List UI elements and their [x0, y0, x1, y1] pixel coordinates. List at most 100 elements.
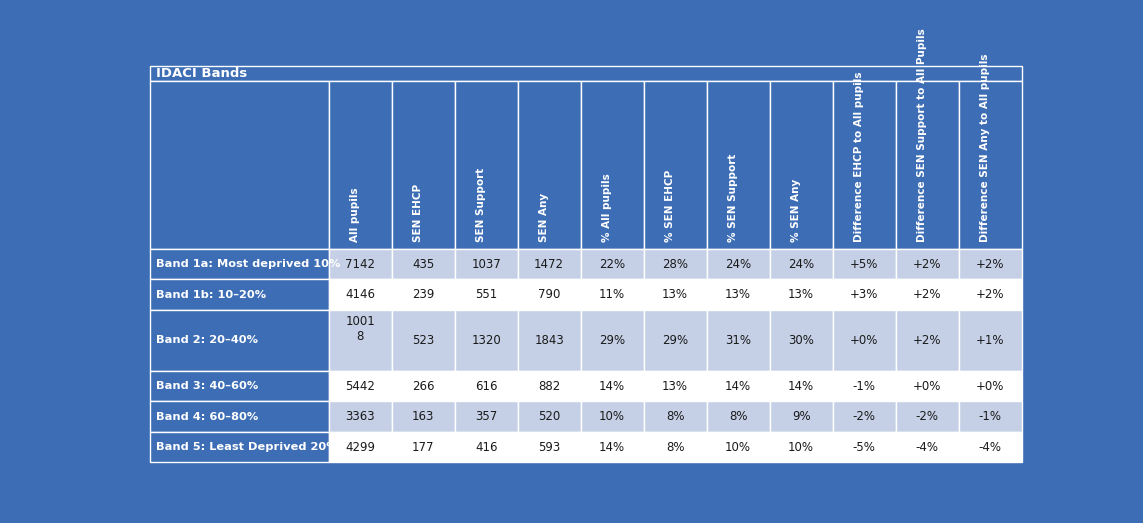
Bar — [644, 81, 706, 249]
Bar — [832, 432, 896, 462]
Text: 13%: 13% — [725, 288, 751, 301]
Text: 13%: 13% — [662, 288, 688, 301]
Text: 28%: 28% — [662, 258, 688, 270]
Bar — [455, 432, 518, 462]
Text: 357: 357 — [475, 410, 497, 423]
Bar — [644, 249, 706, 279]
Bar — [329, 371, 392, 401]
Bar — [832, 81, 896, 249]
Text: 10%: 10% — [789, 440, 814, 453]
Text: 1037: 1037 — [471, 258, 501, 270]
Bar — [832, 249, 896, 279]
Text: 8%: 8% — [729, 410, 748, 423]
Bar — [706, 310, 769, 371]
Text: +2%: +2% — [976, 288, 1005, 301]
Text: 435: 435 — [411, 258, 434, 270]
Text: 790: 790 — [538, 288, 560, 301]
Bar — [581, 279, 644, 310]
Bar — [769, 371, 832, 401]
Text: 10%: 10% — [599, 410, 625, 423]
Text: Difference SEN Any to All pupils: Difference SEN Any to All pupils — [980, 54, 990, 242]
Text: 1320: 1320 — [471, 334, 501, 347]
Bar — [832, 310, 896, 371]
Text: Difference EHCP to All pupils: Difference EHCP to All pupils — [854, 72, 864, 242]
Text: 13%: 13% — [662, 380, 688, 393]
Text: 14%: 14% — [599, 440, 625, 453]
Bar — [329, 310, 392, 371]
Bar — [329, 401, 392, 432]
Bar — [150, 66, 1022, 81]
Bar — [455, 401, 518, 432]
Text: -2%: -2% — [916, 410, 938, 423]
Text: 266: 266 — [411, 380, 434, 393]
Bar — [518, 81, 581, 249]
Bar — [455, 279, 518, 310]
Bar — [896, 310, 959, 371]
Bar — [518, 249, 581, 279]
Text: 523: 523 — [411, 334, 434, 347]
Bar — [581, 310, 644, 371]
Text: 1843: 1843 — [534, 334, 563, 347]
Text: SEN Support: SEN Support — [477, 168, 486, 242]
Text: +2%: +2% — [913, 258, 942, 270]
Text: Band 2: 20–40%: Band 2: 20–40% — [157, 335, 258, 345]
Text: 9%: 9% — [792, 410, 810, 423]
Bar — [392, 310, 455, 371]
Bar — [896, 432, 959, 462]
Text: All pupils: All pupils — [350, 188, 360, 242]
Text: 29%: 29% — [662, 334, 688, 347]
Text: 416: 416 — [474, 440, 497, 453]
Text: Band 1a: Most deprived 10%: Band 1a: Most deprived 10% — [157, 259, 341, 269]
Text: SEN Any: SEN Any — [539, 193, 549, 242]
Bar — [959, 371, 1022, 401]
Text: 3363: 3363 — [345, 410, 375, 423]
Text: 8%: 8% — [666, 440, 685, 453]
Bar — [150, 249, 329, 279]
Text: 163: 163 — [411, 410, 434, 423]
Text: 14%: 14% — [788, 380, 814, 393]
Bar — [150, 310, 329, 371]
Text: +0%: +0% — [913, 380, 942, 393]
Bar — [644, 432, 706, 462]
Bar — [706, 371, 769, 401]
Bar — [959, 401, 1022, 432]
Text: 14%: 14% — [725, 380, 751, 393]
Text: 4146: 4146 — [345, 288, 375, 301]
Bar — [455, 81, 518, 249]
Bar — [392, 432, 455, 462]
Bar — [959, 279, 1022, 310]
Text: 4299: 4299 — [345, 440, 375, 453]
Bar — [706, 81, 769, 249]
Text: Band 5: Least Deprived 20%: Band 5: Least Deprived 20% — [157, 442, 338, 452]
Bar — [706, 279, 769, 310]
Text: +2%: +2% — [913, 334, 942, 347]
Bar — [644, 279, 706, 310]
Bar — [832, 401, 896, 432]
Bar — [769, 279, 832, 310]
Text: -1%: -1% — [978, 410, 1001, 423]
Text: 520: 520 — [538, 410, 560, 423]
Bar — [392, 401, 455, 432]
Text: 29%: 29% — [599, 334, 625, 347]
Bar — [769, 401, 832, 432]
Text: +2%: +2% — [913, 288, 942, 301]
Bar — [150, 81, 329, 249]
Text: 11%: 11% — [599, 288, 625, 301]
Text: Difference SEN Support to All Pupils: Difference SEN Support to All Pupils — [917, 28, 927, 242]
Bar — [896, 81, 959, 249]
Text: +0%: +0% — [976, 380, 1005, 393]
Text: 239: 239 — [411, 288, 434, 301]
Text: -1%: -1% — [853, 380, 876, 393]
Bar — [392, 81, 455, 249]
Text: % SEN Any: % SEN Any — [791, 179, 801, 242]
Text: 22%: 22% — [599, 258, 625, 270]
Text: +1%: +1% — [976, 334, 1005, 347]
Bar — [581, 401, 644, 432]
Bar — [896, 279, 959, 310]
Text: 13%: 13% — [789, 288, 814, 301]
Text: 24%: 24% — [725, 258, 751, 270]
Text: Band 1b: 10–20%: Band 1b: 10–20% — [157, 290, 266, 300]
Bar — [644, 371, 706, 401]
Text: IDACI Bands: IDACI Bands — [157, 67, 247, 80]
Bar — [329, 432, 392, 462]
